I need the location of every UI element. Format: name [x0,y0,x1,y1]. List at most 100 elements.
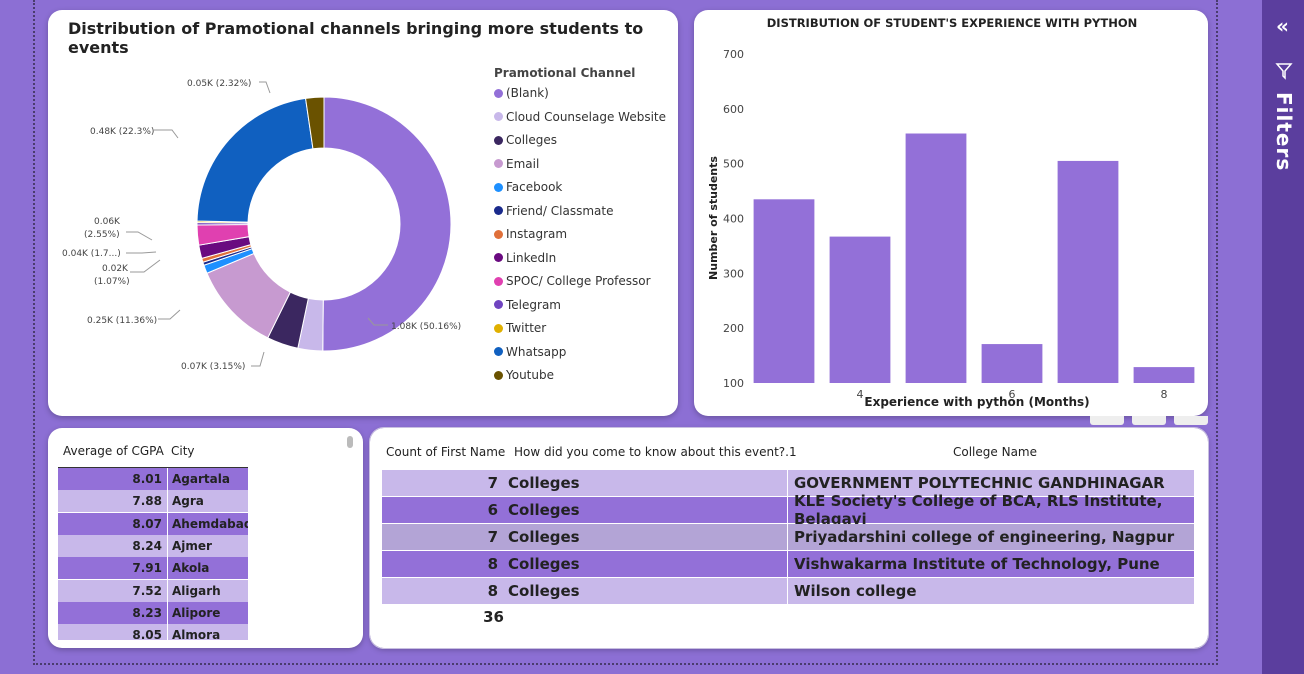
table-row[interactable]: 7.91 Akola [58,557,248,580]
legend-item[interactable]: Whatsapp [494,345,566,359]
header-count-first-name[interactable]: Count of First Name [386,445,506,459]
legend-item[interactable]: LinkedIn [494,251,556,265]
legend-item[interactable]: Twitter [494,321,546,335]
bar-chart-visual[interactable]: DISTRIBUTION OF STUDENT'S EXPERIENCE WIT… [694,10,1208,416]
table-row[interactable]: 7.88 Agra [58,490,248,513]
legend-color-dot [494,300,503,309]
legend-item[interactable]: (Blank) [494,86,549,100]
bar[interactable] [905,133,967,383]
legend-title: Pramotional Channel [494,66,636,80]
bar[interactable] [829,236,891,383]
legend-label: Email [506,156,540,171]
source-cell: Colleges [504,470,788,496]
label-whatsapp: 0.48K (22.3%) [90,127,154,137]
bar[interactable] [981,344,1043,383]
donut-slice[interactable] [304,96,325,150]
city-rows: 8.01 Agartala 7.88 Agra 8.07 Ahemdabad 8.24 Ajm… [58,468,248,640]
legend-color-dot [494,347,503,356]
legend-color-dot [494,135,503,145]
count-cell: 8 [487,555,498,573]
label-facebook-value: 0.02K [102,264,129,274]
table-row[interactable]: 7 Colleges Priyadarshini college of engine… [382,524,1194,550]
bar[interactable] [1133,367,1195,383]
donut-chart-title: Distribution of Pramotional channels bri… [68,19,644,57]
legend-color-dot [494,253,503,262]
table-row[interactable]: 8 Colleges Vishwakarma Institute of Techno… [382,551,1194,577]
y-tick-label: 600 [723,103,744,116]
scrollbar-thumb[interactable] [347,436,353,448]
collapse-chevron-icon[interactable]: « [1276,14,1289,38]
filters-pane[interactable]: « Filters [1262,0,1304,674]
legend-item[interactable]: Email [494,157,539,171]
header-divider [58,467,248,468]
table-row[interactable]: 8.01 Agartala [58,468,248,490]
legend-item[interactable]: Friend/ Classmate [494,204,613,218]
cgpa-cell: 7.91 [58,557,168,580]
legend-color-dot [494,370,503,380]
cgpa-city-table[interactable]: Average of CGPA City 8.01 Agartala 7.88 Agr… [48,428,363,648]
legend-label: LinkedIn [506,250,557,265]
count-cell: 6 [487,501,498,519]
label-spoc-value: 0.06K [94,217,121,227]
source-cell: Colleges [504,578,788,604]
header-college-name[interactable]: College Name [953,445,1037,459]
header-average-cgpa[interactable]: Average of CGPA [63,444,164,458]
x-tick-label: 8 [1161,388,1168,401]
table-row[interactable]: 8.07 Ahemdabad [58,512,248,535]
header-source[interactable]: How did you come to know about this even… [514,445,797,459]
y-axis-title: Number of students [707,156,720,280]
legend-item[interactable]: Youtube [494,368,554,382]
legend-label: Telegram [506,297,561,312]
legend-color-dot [494,88,503,98]
legend-label: Youtube [506,368,554,382]
source-cell: Colleges [504,551,788,577]
count-cell: 7 [487,474,498,492]
bar-chart: DISTRIBUTION OF STUDENT'S EXPERIENCE WIT… [707,16,1195,409]
visual-header-icons[interactable] [1090,416,1208,426]
bar-chart-title: DISTRIBUTION OF STUDENT'S EXPERIENCE WIT… [767,16,1137,30]
donut-chart-visual[interactable]: Distribution of Pramotional channels bri… [48,10,678,416]
table-row[interactable]: 7 Colleges GOVERNMENT POLYTECHNIC GANDHINA… [382,470,1194,496]
legend-label: Cloud Counselage Website [506,109,666,124]
legend-item[interactable]: Instagram [494,227,567,241]
donut-slice[interactable] [196,97,314,223]
header-city[interactable]: City [171,444,195,458]
legend-color-dot [494,323,503,333]
college-cell: Wilson college [794,582,917,600]
y-tick-label: 200 [723,322,744,335]
college-table[interactable]: Count of First Name How did you come to … [369,427,1209,649]
city-cell: Akola [172,561,210,576]
source-cell: Colleges [504,497,788,523]
legend-item[interactable]: Telegram [494,298,561,312]
x-tick-label: 6 [1009,388,1016,401]
legend-item[interactable]: Cloud Counselage Website [494,110,666,124]
count-cell: 8 [487,582,498,600]
donut-slice[interactable] [322,96,452,352]
table-row[interactable]: 8 Colleges Wilson college [382,578,1194,604]
bar[interactable] [753,199,815,383]
more-options-icon[interactable] [1174,416,1208,425]
legend-color-dot [494,276,503,286]
college-cell: KLE Society's College of BCA, RLS Instit… [794,492,1163,528]
pin-icon[interactable] [1090,416,1124,425]
total-count: 36 [483,608,504,626]
label-youtube: 0.05K (2.32%) [187,79,251,89]
label-linkedin: 0.04K (1.7...) [62,249,121,259]
table-row[interactable]: 8.05 Almora [58,624,248,640]
cgpa-cell: 8.24 [58,534,168,557]
cgpa-cell: 8.05 [58,624,168,640]
table-row[interactable]: 6 Colleges KLE Society's College of BCA, R… [382,492,1194,528]
table-row[interactable]: 7.52 Aligarh [58,579,248,602]
legend-item[interactable]: Colleges [494,133,557,147]
college-cell: GOVERNMENT POLYTECHNIC GANDHINAGAR [794,474,1165,492]
legend-label: Instagram [506,227,568,241]
legend-item[interactable]: Facebook [494,180,562,194]
legend-label: Friend/ Classmate [506,203,614,218]
focus-mode-icon[interactable] [1132,416,1166,425]
y-tick-label: 500 [723,158,744,171]
table-row[interactable]: 8.24 Ajmer [58,534,248,557]
bar[interactable] [1057,160,1119,383]
legend-item[interactable]: SPOC/ College Professor [494,274,651,288]
city-cell: Aligarh [172,583,221,598]
table-row[interactable]: 8.23 Alipore [58,601,248,624]
